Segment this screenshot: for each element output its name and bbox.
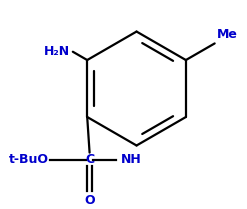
Text: H₂N: H₂N — [44, 45, 70, 58]
Text: Me: Me — [217, 28, 238, 41]
Text: t-BuO: t-BuO — [9, 153, 49, 166]
Text: NH: NH — [121, 153, 141, 166]
Text: C: C — [85, 153, 94, 166]
Text: O: O — [84, 194, 95, 207]
